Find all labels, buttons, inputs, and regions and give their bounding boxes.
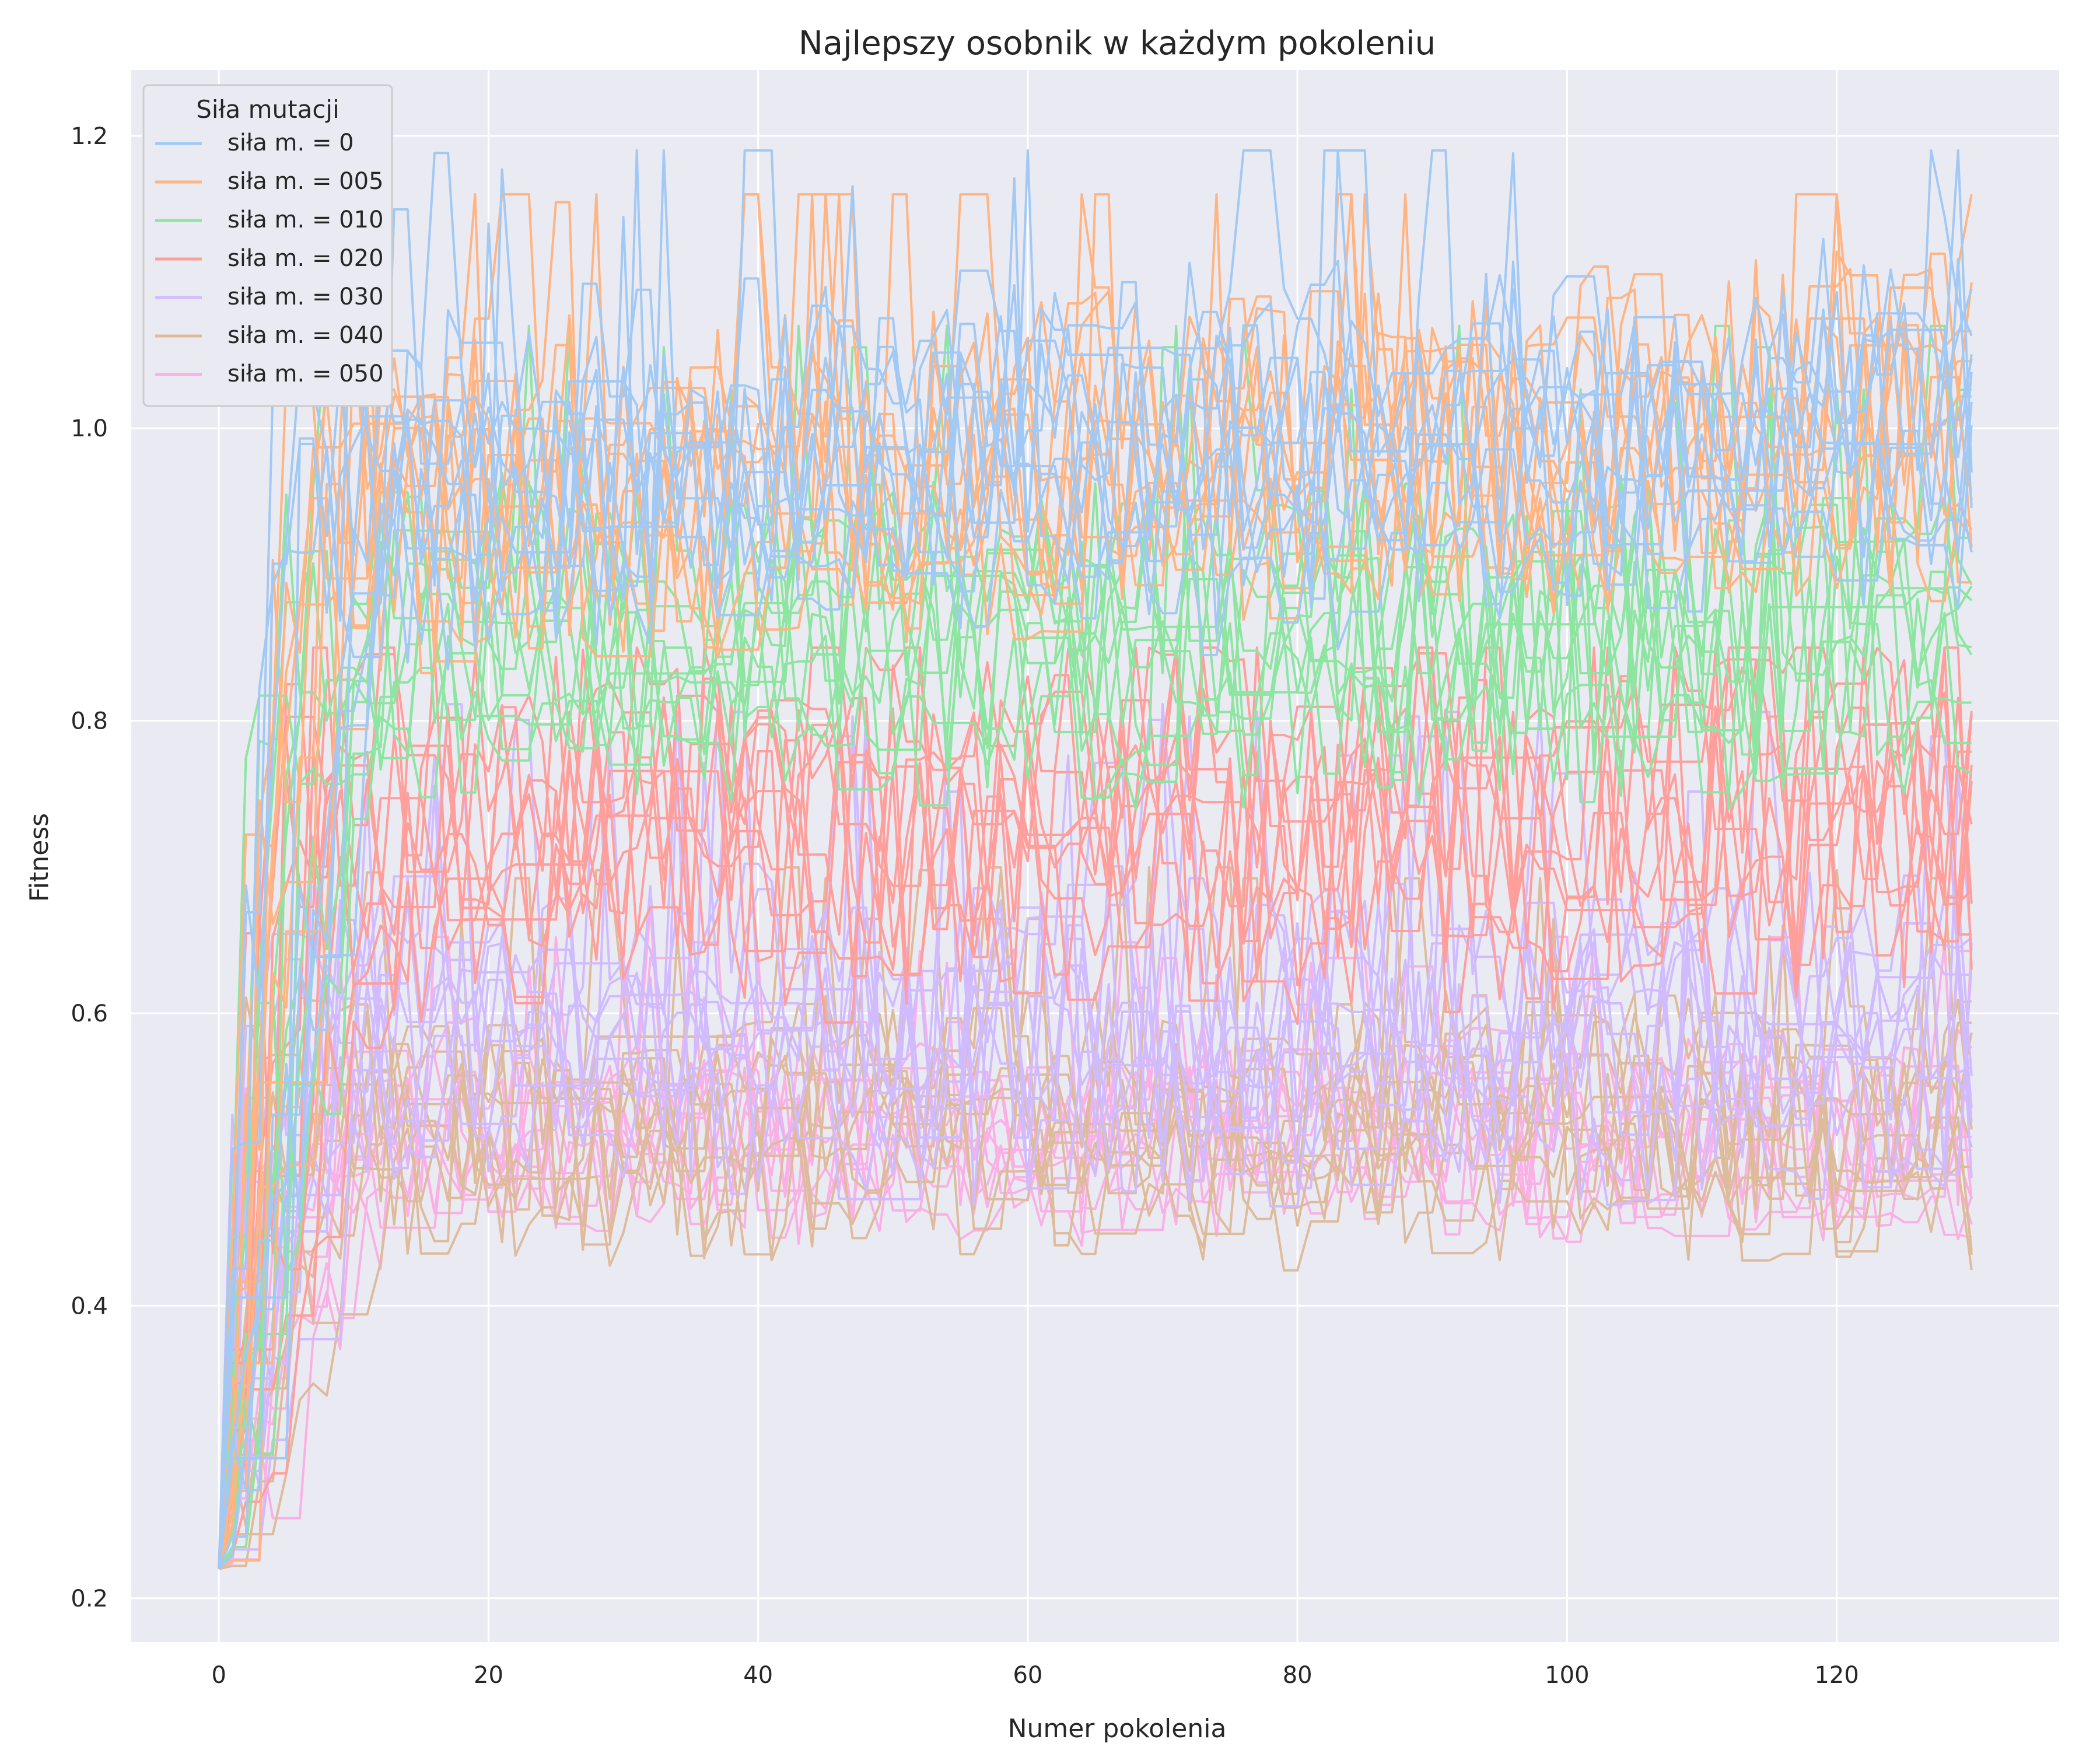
series-line-run [218,942,1973,1569]
x-tick-label: 20 [474,1662,503,1689]
y-tick-label: 1.2 [71,123,108,150]
y-axis-ticks: 0.2 0.4 0.6 0.8 1.0 1.2 [71,123,108,1612]
series-line-run [218,367,1972,1570]
series-line-run [218,871,1973,1569]
series-line-run [218,149,1973,1569]
x-axis-ticks: 0 20 40 60 80 100 120 [212,1662,1859,1689]
legend-label: siła m. = 020 [228,245,384,272]
x-tick-label: 80 [1283,1662,1312,1689]
x-tick-label: 100 [1545,1662,1589,1689]
series-line-run [218,924,1972,1569]
x-tick-label: 60 [1013,1662,1042,1689]
legend-label: siła m. = 030 [228,284,384,310]
series-line-run [218,330,1973,1570]
series-line-run [218,193,1973,1569]
plot-area [131,70,2059,1642]
series-line-run [218,646,1973,1569]
x-axis-label: Numer pokolenia [1008,1714,1227,1744]
legend-item: siła m. = 005 [155,168,384,195]
y-tick-label: 0.6 [71,1000,108,1027]
series-line-run [218,149,1973,1569]
x-tick-label: 120 [1814,1662,1859,1689]
legend-items: siła m. = 0 siła m. = 005 siła m. = 010 sił… [155,130,384,387]
series-line-run [218,149,1973,1569]
chart-title: Najlepszy osobnik w każdym pokoleniu [799,24,1436,62]
series-line-run [218,869,1973,1569]
legend-item: siła m. = 050 [155,360,384,387]
series-line-run [218,646,1973,1569]
legend-item: siła m. = 010 [155,206,384,233]
legend-title: Siła mutacji [196,95,340,124]
series-line-run [218,772,1973,1569]
legend-item: siła m. = 040 [155,322,384,349]
legend-label: siła m. = 050 [228,360,384,387]
series-line-run [218,646,1973,1569]
y-tick-label: 0.8 [71,708,108,735]
data-lines [218,149,1973,1570]
y-tick-label: 0.2 [71,1586,108,1612]
series-line-run [218,216,1973,1569]
legend-box [142,84,393,407]
series-line-run [218,388,1973,1569]
series-line-run [218,1057,1973,1569]
series-line-run [218,391,1972,1570]
x-tick-label: 0 [212,1662,226,1689]
y-tick-label: 1.0 [71,415,108,442]
legend-label: siła m. = 010 [228,206,384,233]
series-line-run [218,346,1972,1570]
y-tick-label: 0.4 [71,1293,108,1320]
series-line-run [218,149,1973,1569]
legend-label: siła m. = 040 [228,322,384,349]
legend-item: siła m. = 030 [155,284,384,310]
series-line-run [218,193,1972,1570]
y-axis-label: Fitness [24,813,54,902]
legend-item: siła m. = 0 [155,130,354,156]
series-line-run [218,193,1973,1570]
legend-label: siła m. = 005 [228,168,384,195]
legend-item: siła m. = 020 [155,245,384,272]
legend-label: siła m. = 0 [228,130,354,156]
x-tick-label: 40 [743,1662,773,1689]
series-line-run [218,152,1973,1569]
series-line-run [218,646,1973,1569]
series-line-run [218,790,1973,1570]
series-line-run [218,388,1972,1569]
